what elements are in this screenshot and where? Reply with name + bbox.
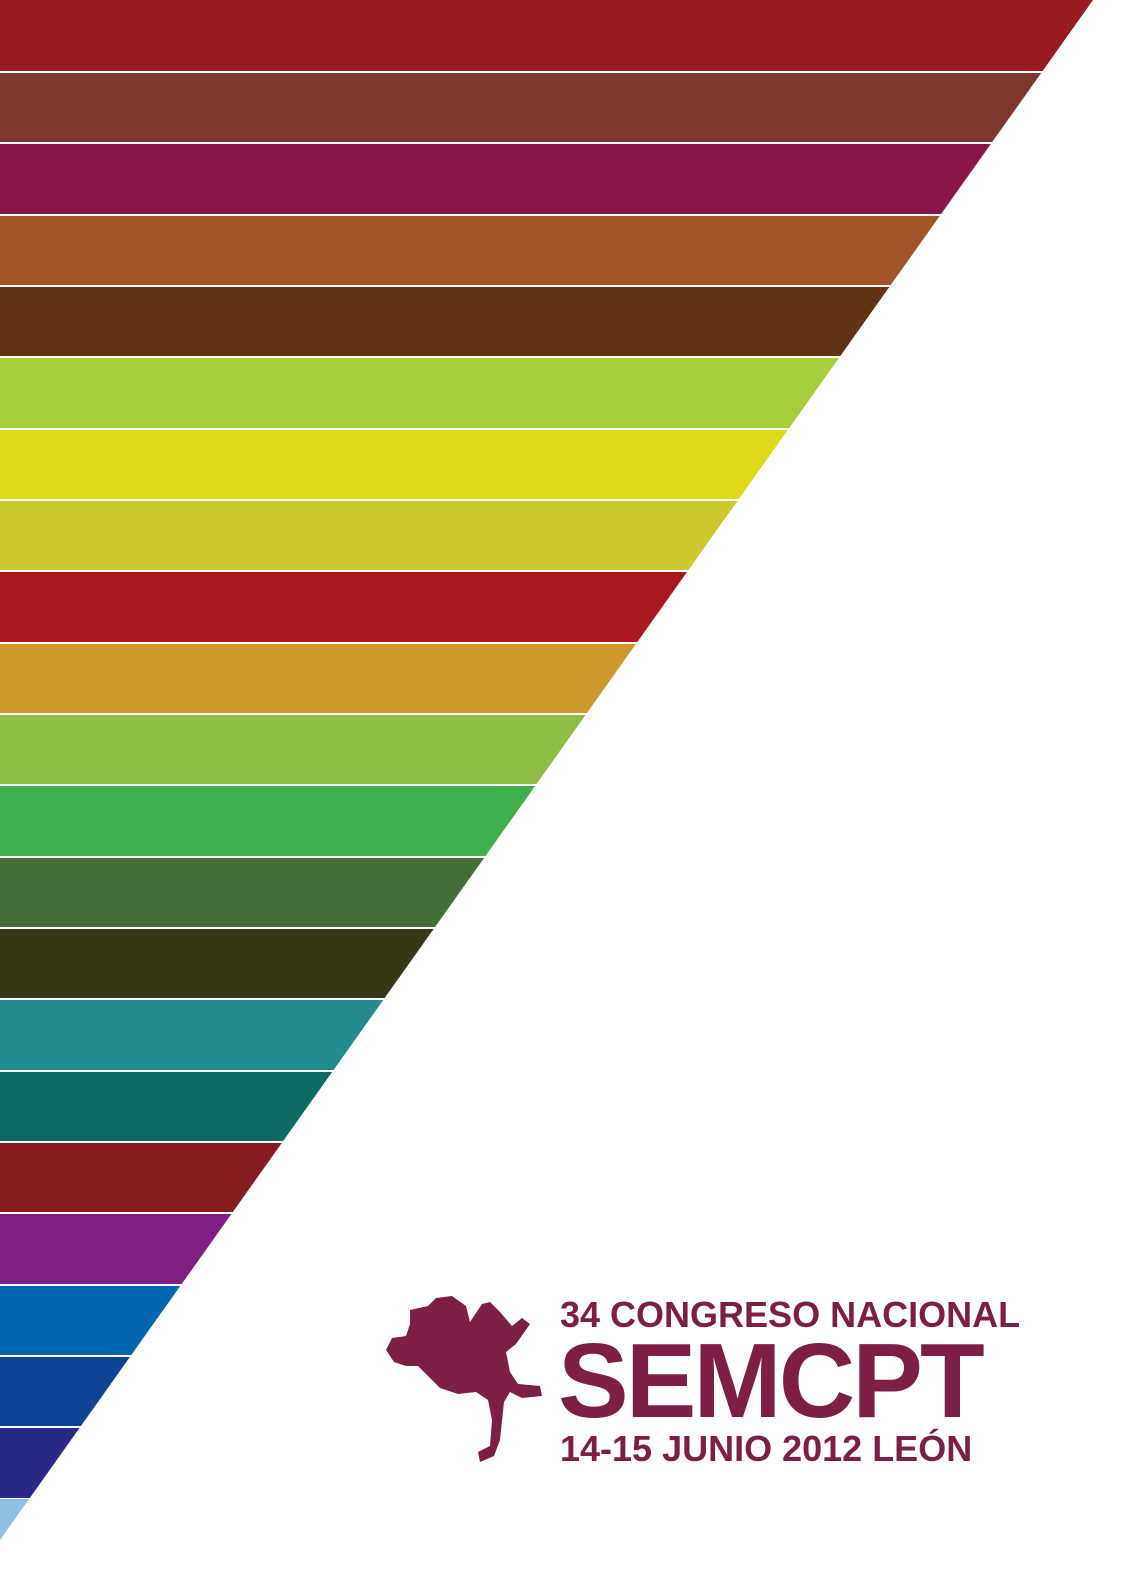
stripe xyxy=(0,0,1121,71)
date-place-text: 14-15 JUNIO 2012 LEÓN xyxy=(560,1428,973,1469)
stripe xyxy=(0,144,1121,214)
edition-text: 34 CONGRESO NACIONAL xyxy=(560,1294,1021,1335)
logo-figure xyxy=(386,1296,542,1462)
stripe xyxy=(0,73,1121,142)
organization-name: SEMCPT xyxy=(558,1322,985,1440)
